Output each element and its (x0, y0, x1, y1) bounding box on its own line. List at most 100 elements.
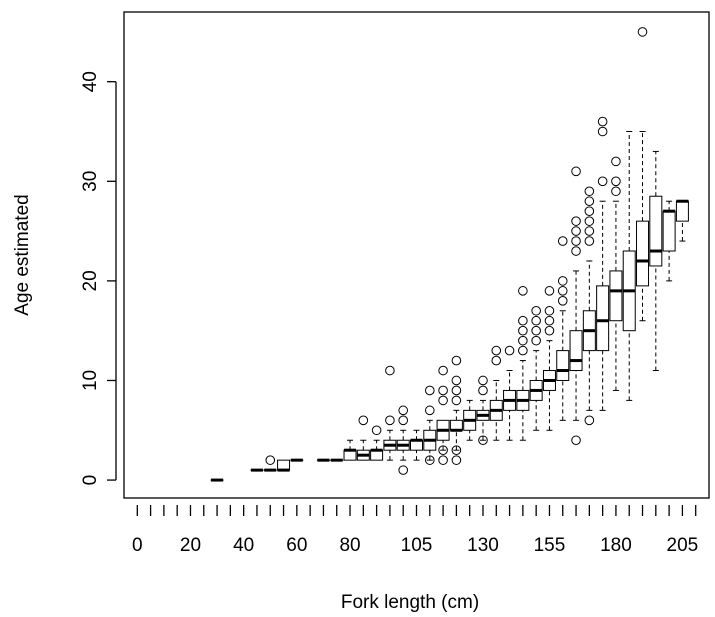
outlier-point (504, 345, 515, 356)
box-group (662, 200, 676, 282)
x-tick-label: 0 (132, 535, 143, 556)
outlier-point (398, 405, 409, 416)
outlier-point (385, 415, 395, 426)
iqr-box (569, 330, 583, 372)
outlier-point (518, 325, 528, 336)
iqr-box (556, 350, 570, 381)
outlier-point (584, 236, 595, 246)
iqr-box (675, 200, 689, 222)
y-tick-label: 20 (80, 270, 101, 291)
outlier-point (557, 276, 568, 286)
outlier-point (611, 186, 621, 197)
box-group (410, 429, 423, 461)
outlier-point (571, 226, 581, 236)
outlier-point (597, 116, 608, 127)
box-group (476, 375, 490, 446)
box-group (277, 459, 291, 472)
outlier-point (451, 385, 462, 396)
outlier-point (571, 166, 581, 177)
box-group (449, 355, 463, 465)
outlier-point (491, 345, 502, 356)
outlier-point (571, 236, 581, 246)
box-group (383, 365, 397, 461)
box-group (356, 415, 370, 461)
outlier-point (358, 415, 369, 426)
outlier-point (637, 27, 648, 37)
y-tick-label: 30 (80, 171, 101, 192)
x-axis-title: Fork length (cm) (341, 592, 479, 613)
outlier-point (544, 315, 555, 326)
outlier-point (544, 325, 555, 336)
outlier-point (584, 226, 595, 236)
x-tick-label: 80 (339, 535, 360, 556)
y-axis-title: Age estimated (12, 194, 33, 315)
x-tick-label: 205 (667, 535, 699, 556)
box-group (370, 425, 384, 461)
box-group (542, 286, 556, 431)
outlier-point (451, 455, 462, 465)
iqr-box (662, 210, 676, 252)
box-group (596, 116, 610, 411)
box-group (636, 27, 650, 322)
outlier-point (531, 315, 541, 326)
outlier-point (531, 305, 541, 316)
outlier-point (438, 455, 448, 465)
outlier-point (611, 156, 621, 167)
outlier-point (584, 196, 595, 207)
outlier-point (518, 286, 528, 296)
outlier-point (478, 375, 488, 386)
outlier-point (438, 445, 448, 455)
box-group (622, 131, 636, 401)
outlier-point (451, 445, 462, 455)
outlier-point (597, 126, 608, 137)
x-tick-label: 155 (534, 535, 566, 556)
outlier-point (424, 455, 435, 465)
box-group (582, 186, 596, 426)
box-group (423, 385, 437, 465)
outlier-point (438, 395, 448, 406)
x-tick-label: 180 (600, 535, 632, 556)
outlier-point (571, 216, 581, 226)
outlier-point (451, 375, 462, 386)
outlier-point (557, 236, 568, 246)
box-group (649, 150, 663, 372)
outlier-point (531, 325, 541, 336)
outlier-point (438, 385, 448, 396)
outlier-point (478, 385, 488, 396)
iqr-box (609, 270, 623, 322)
x-axis: 0 20 40 60 80 105 130 155 180 205 (132, 505, 698, 556)
plot-frame (123, 11, 710, 499)
outlier-point (424, 385, 435, 396)
outlier-point (518, 315, 528, 326)
outlier-point (571, 435, 581, 446)
y-tick-label: 40 (80, 71, 101, 92)
box-group (516, 286, 530, 441)
box-group (503, 345, 517, 441)
y-tick-label: 10 (80, 370, 101, 391)
outlier-point (557, 296, 568, 306)
box-group (609, 156, 623, 391)
outlier-point (611, 176, 621, 187)
boxes-layer (210, 27, 689, 482)
outlier-point (518, 335, 528, 346)
outlier-point (424, 405, 435, 416)
outlier-point (398, 465, 409, 475)
x-tick-label: 105 (401, 535, 433, 556)
outlier-point (597, 176, 608, 187)
box-group (556, 236, 570, 421)
outlier-point (451, 355, 462, 366)
outlier-point (531, 335, 541, 346)
outlier-point (265, 455, 276, 465)
y-tick-label: 0 (80, 475, 101, 486)
outlier-point (584, 216, 595, 226)
x-tick-label: 20 (180, 535, 201, 556)
box-group (396, 405, 410, 475)
outlier-point (584, 186, 595, 197)
outlier-point (584, 206, 595, 216)
iqr-box (596, 285, 610, 352)
x-tick-label: 130 (467, 535, 499, 556)
outlier-point (451, 395, 462, 406)
x-tick-label: 40 (233, 535, 254, 556)
box-group (675, 199, 689, 242)
